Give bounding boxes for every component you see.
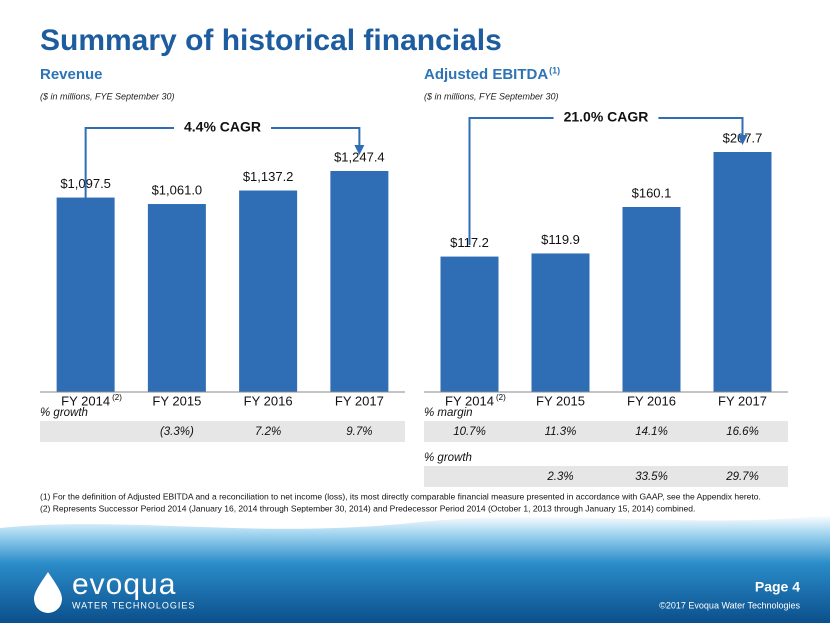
chart-title: Revenue	[40, 66, 103, 83]
bar	[330, 171, 389, 392]
category-label: FY 2017	[718, 393, 767, 408]
row-cell: 10.7%	[453, 426, 486, 438]
row-label: % growth	[40, 407, 88, 419]
slide-title: Summary of historical financials	[40, 24, 502, 57]
bar	[147, 204, 206, 392]
value-label: $119.9	[541, 232, 580, 247]
row-cell: 11.3%	[545, 426, 577, 438]
logo-tagline: WATER TECHNOLOGIES	[72, 600, 195, 610]
row-band	[424, 421, 788, 442]
category-label: FY 2016	[244, 393, 293, 408]
row-cell: 16.6%	[726, 426, 759, 438]
cagr-arrow	[271, 127, 365, 155]
footnote: (2) Represents Successor Period 2014 (Ja…	[40, 503, 695, 513]
cagr-arrow	[468, 117, 554, 245]
cagr-annotation: 21.0% CAGR	[564, 109, 649, 125]
row-cell: 14.1%	[635, 426, 668, 438]
page-number: Page 4	[755, 579, 800, 595]
bar	[713, 152, 772, 392]
category-label: FY 2017	[335, 393, 384, 408]
category-label: FY 2016	[627, 393, 676, 408]
cagr-arrow	[84, 127, 174, 200]
category-footnote: (2)	[496, 393, 506, 402]
value-label: $1,247.4	[334, 149, 385, 164]
category-footnote: (2)	[112, 393, 122, 402]
water-banner	[0, 515, 830, 623]
value-label: $1,061.0	[152, 182, 203, 197]
category-label: FY 2015	[152, 393, 201, 408]
chart-title: Adjusted EBITDA	[424, 66, 548, 83]
bar	[239, 190, 298, 392]
footnote: (1) For the definition of Adjusted EBITD…	[40, 491, 761, 501]
logo-text: evoqua	[72, 568, 176, 601]
bar	[531, 253, 590, 392]
row-cell: 2.3%	[546, 471, 573, 483]
category-label: FY 2015	[536, 393, 585, 408]
row-cell: 7.2%	[255, 426, 281, 438]
category-label: FY 2014	[445, 393, 494, 408]
category-label: FY 2014	[61, 393, 110, 408]
cagr-annotation: 4.4% CAGR	[184, 119, 261, 135]
row-cell: 33.5%	[635, 471, 668, 483]
cagr-arrow	[658, 117, 748, 145]
bar	[622, 207, 681, 392]
value-label: $160.1	[632, 185, 672, 200]
logo-drop	[34, 572, 62, 613]
title-footnote: (1)	[549, 65, 560, 75]
row-cell: (3.3%)	[160, 426, 194, 438]
bar	[440, 256, 499, 392]
row-band	[424, 466, 788, 487]
chart-subtitle: ($ in millions, FYE September 30)	[424, 91, 559, 101]
bar	[56, 197, 115, 392]
row-label: % growth	[424, 452, 472, 464]
row-label: % margin	[424, 407, 473, 419]
row-band	[40, 421, 405, 442]
row-cell: 9.7%	[346, 426, 372, 438]
value-label: $1,137.2	[243, 169, 294, 184]
copyright: ©2017 Evoqua Water Technologies	[659, 600, 800, 610]
row-cell: 29.7%	[725, 471, 759, 483]
chart-subtitle: ($ in millions, FYE September 30)	[40, 91, 175, 101]
